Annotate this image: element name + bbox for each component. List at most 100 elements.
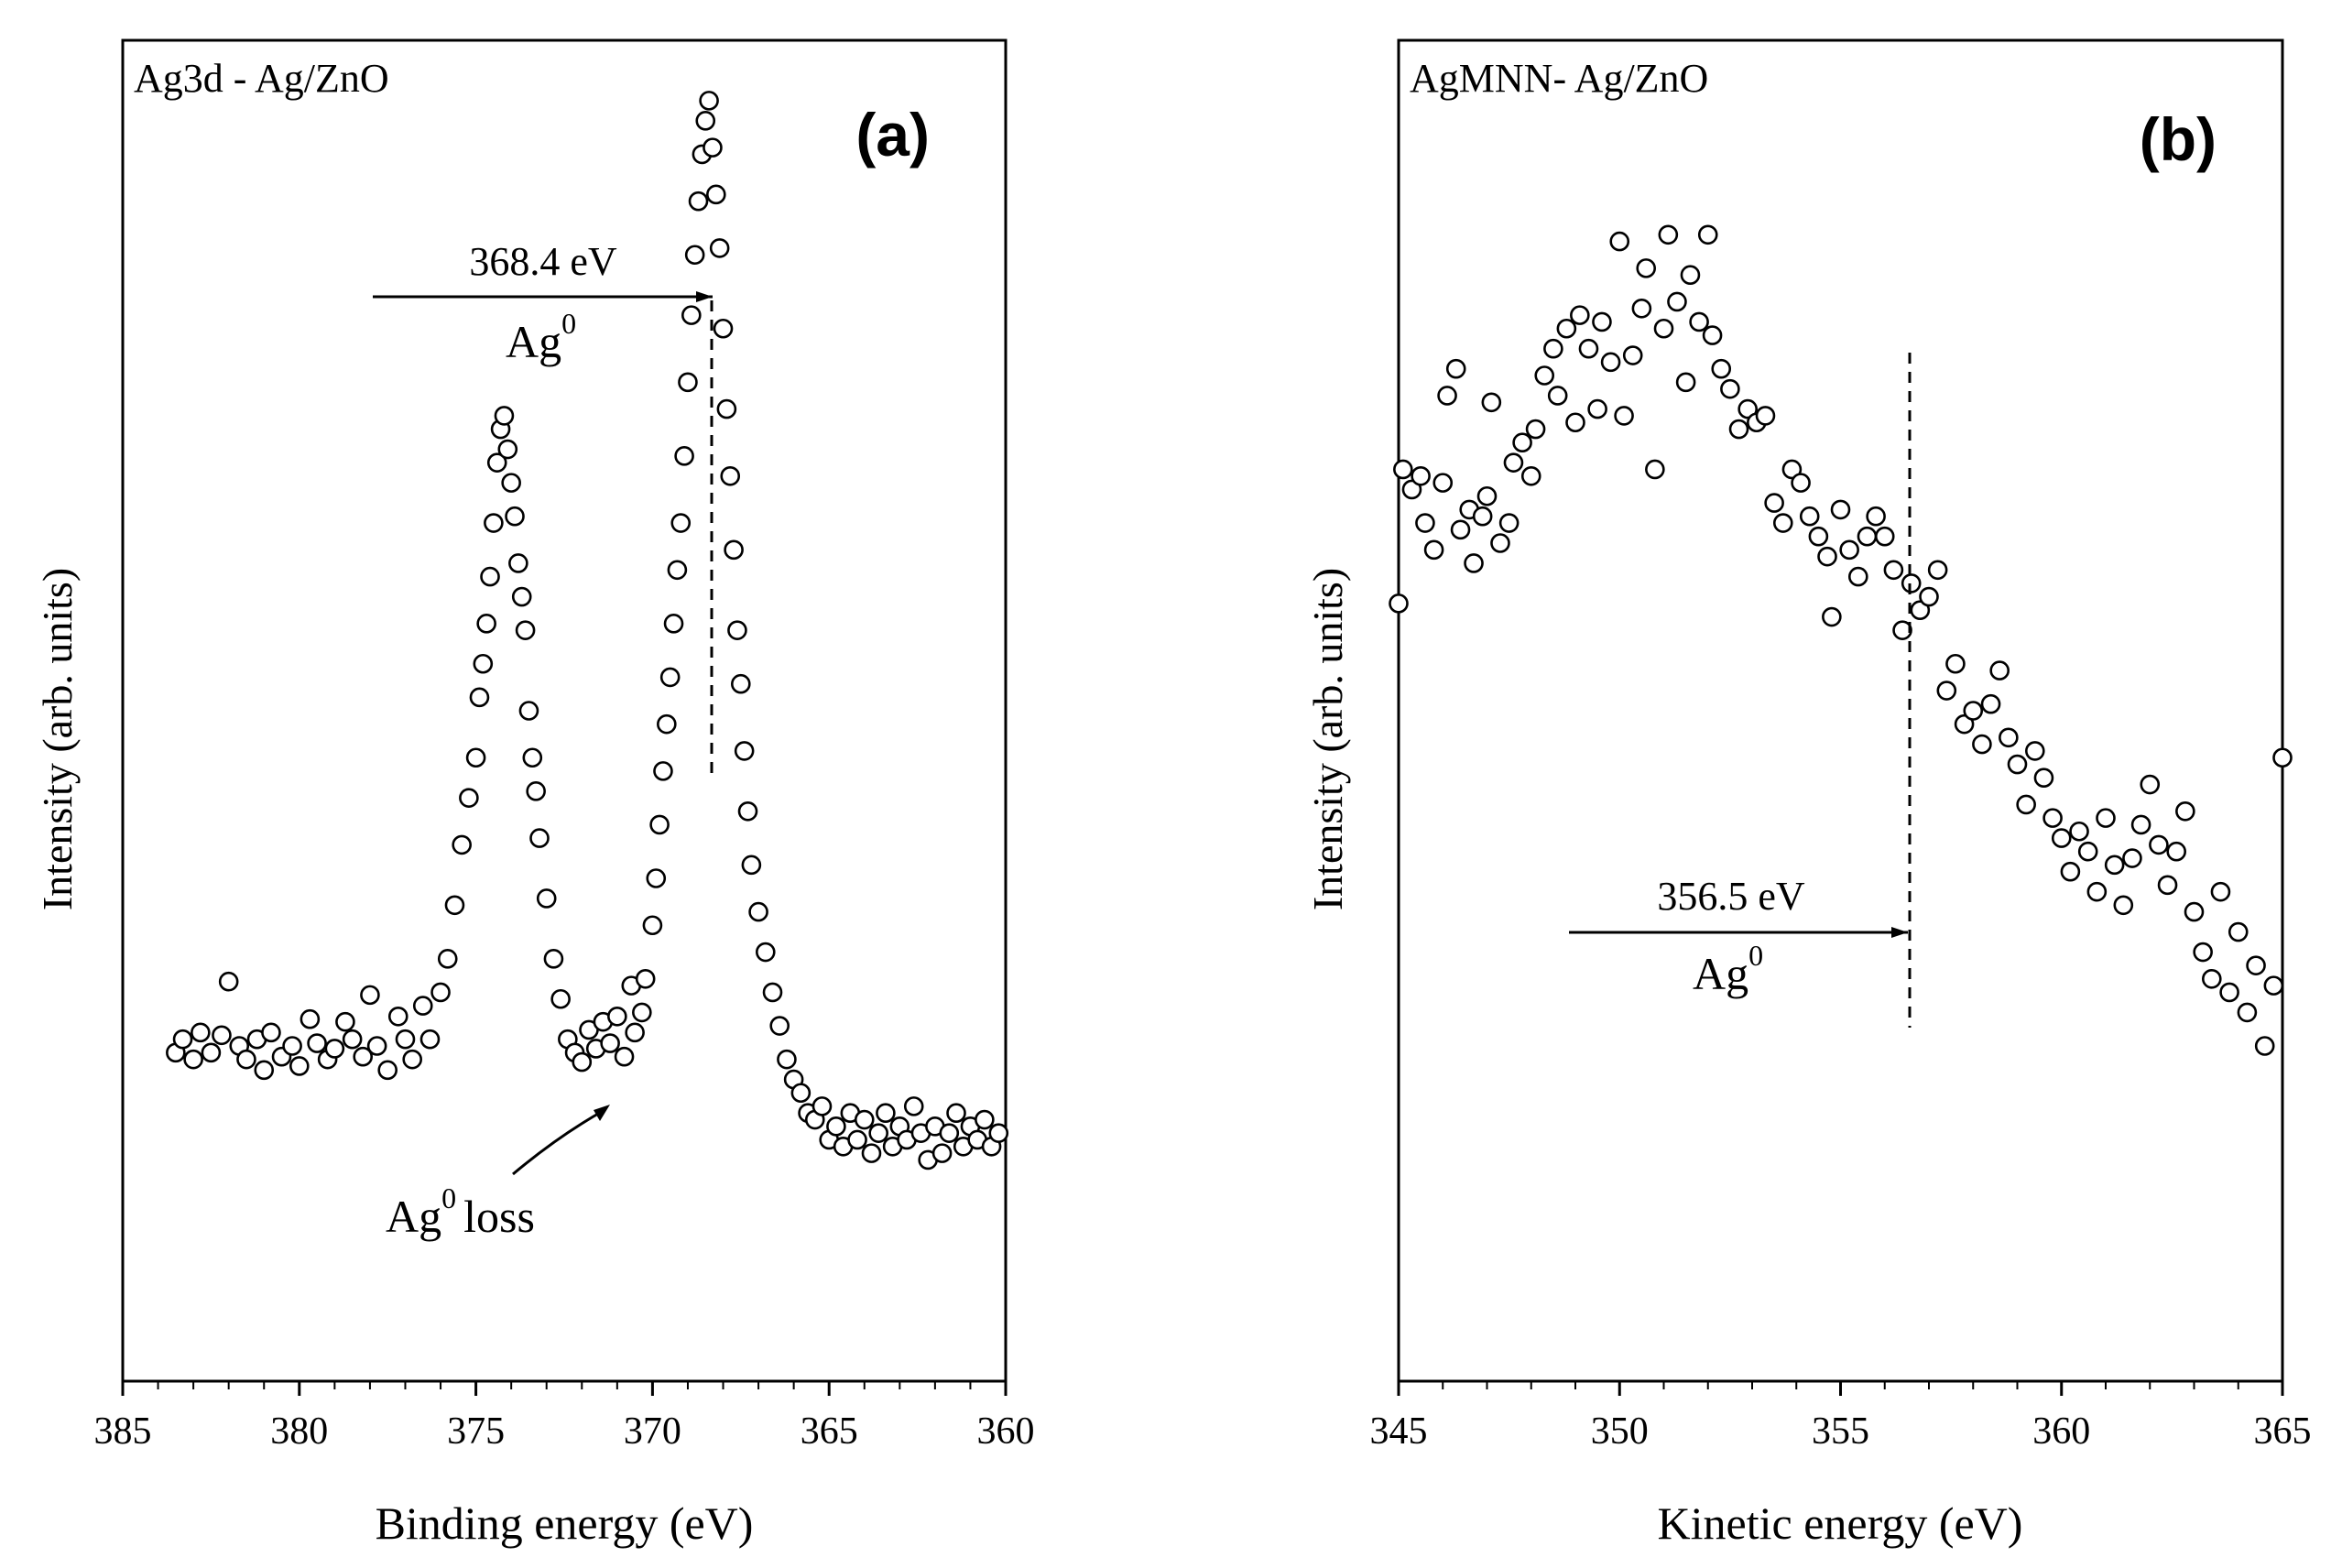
data-point bbox=[515, 620, 536, 640]
x-axis-tick-labels: 345 350 355 360 365 bbox=[1370, 1410, 2312, 1453]
data-point bbox=[1817, 546, 1837, 567]
data-point bbox=[939, 1123, 960, 1143]
data-point bbox=[307, 1033, 327, 1053]
data-point bbox=[1658, 224, 1679, 245]
data-point bbox=[659, 667, 681, 688]
data-point bbox=[2157, 875, 2178, 896]
data-point bbox=[1547, 386, 1568, 406]
data-point bbox=[1901, 573, 1922, 593]
data-point bbox=[1472, 506, 1493, 527]
data-point bbox=[1423, 539, 1444, 561]
data-point bbox=[1512, 432, 1532, 453]
data-point bbox=[861, 1143, 882, 1163]
data-point bbox=[476, 614, 496, 634]
data-point bbox=[724, 539, 744, 561]
data-point bbox=[353, 1046, 374, 1067]
data-point bbox=[430, 982, 451, 1003]
data-point bbox=[484, 513, 504, 533]
data-point bbox=[2184, 901, 2205, 922]
data-point bbox=[366, 1036, 387, 1056]
data-point bbox=[2175, 800, 2195, 822]
data-point bbox=[748, 901, 768, 922]
data-point bbox=[2210, 881, 2231, 902]
data-point bbox=[282, 1036, 302, 1056]
data-point bbox=[1848, 566, 1868, 587]
data-point bbox=[497, 439, 518, 460]
data-point bbox=[300, 1008, 321, 1029]
data-point bbox=[261, 1022, 281, 1043]
data-point bbox=[172, 1029, 193, 1050]
data-point bbox=[465, 747, 486, 768]
data-point bbox=[2060, 861, 2081, 882]
data-point bbox=[444, 895, 465, 916]
data-point bbox=[713, 318, 734, 339]
data-point bbox=[2140, 774, 2161, 795]
data-point bbox=[709, 238, 730, 258]
data-point bbox=[342, 1029, 363, 1050]
data-point bbox=[1636, 258, 1656, 278]
data-point bbox=[360, 985, 380, 1006]
data-point bbox=[716, 398, 737, 419]
data-point bbox=[1445, 358, 1466, 379]
data-point bbox=[1680, 265, 1701, 286]
data-point bbox=[2077, 841, 2098, 862]
data-point bbox=[473, 653, 494, 674]
data-point bbox=[522, 747, 543, 768]
data-point bbox=[607, 1006, 627, 1027]
data-point bbox=[536, 888, 557, 909]
data-point bbox=[1393, 459, 1413, 480]
data-point bbox=[1839, 539, 1859, 561]
y-axis-label: Intensity (arb. units) bbox=[34, 568, 81, 910]
ag0-loss-label: Ag0 loss bbox=[386, 1181, 535, 1242]
plot-frame bbox=[121, 38, 1008, 1383]
data-point bbox=[486, 452, 507, 473]
data-point bbox=[469, 687, 490, 708]
data-point bbox=[1592, 311, 1612, 332]
data-points bbox=[166, 91, 1009, 1171]
data-point bbox=[1556, 318, 1577, 339]
data-point bbox=[529, 828, 550, 848]
data-point bbox=[1432, 473, 1454, 493]
x-tick-label: 345 bbox=[1370, 1410, 1428, 1453]
data-point bbox=[1954, 713, 1975, 735]
data-point bbox=[769, 1016, 790, 1036]
data-point bbox=[2130, 814, 2151, 835]
data-point bbox=[1874, 526, 1895, 547]
data-point bbox=[508, 553, 528, 573]
data-point bbox=[1980, 693, 2001, 714]
data-point bbox=[1667, 291, 1687, 312]
data-point bbox=[663, 614, 684, 634]
data-point bbox=[1476, 485, 1498, 506]
data-point bbox=[505, 506, 525, 527]
data-point bbox=[1830, 499, 1851, 520]
data-point bbox=[1799, 506, 1820, 527]
data-point bbox=[975, 1109, 995, 1130]
data-point bbox=[2096, 808, 2116, 828]
arrow-head-icon bbox=[1891, 927, 1908, 938]
data-point bbox=[324, 1039, 345, 1059]
data-point bbox=[1570, 305, 1590, 325]
data-point bbox=[2051, 828, 2072, 848]
data-point bbox=[1927, 560, 1948, 581]
data-point bbox=[734, 741, 755, 761]
data-point bbox=[2069, 821, 2089, 842]
data-point bbox=[1631, 298, 1652, 319]
plot-frame bbox=[1397, 38, 2284, 1383]
data-point bbox=[543, 949, 564, 969]
data-point bbox=[2007, 754, 2028, 775]
data-point bbox=[642, 915, 663, 936]
data-point bbox=[1565, 412, 1585, 433]
data-point bbox=[762, 982, 783, 1003]
x-tick-label: 375 bbox=[447, 1410, 505, 1453]
ag0-peak-energy-label: 368.4 eV bbox=[469, 239, 617, 284]
data-point bbox=[649, 814, 670, 835]
data-point bbox=[526, 781, 546, 801]
data-point bbox=[678, 372, 698, 393]
data-point bbox=[1490, 533, 1510, 553]
x-axis-major-ticks bbox=[121, 1381, 1008, 1396]
data-point bbox=[1464, 553, 1484, 573]
data-point bbox=[847, 1129, 867, 1150]
data-point bbox=[1866, 506, 1886, 527]
data-point bbox=[876, 1103, 896, 1123]
